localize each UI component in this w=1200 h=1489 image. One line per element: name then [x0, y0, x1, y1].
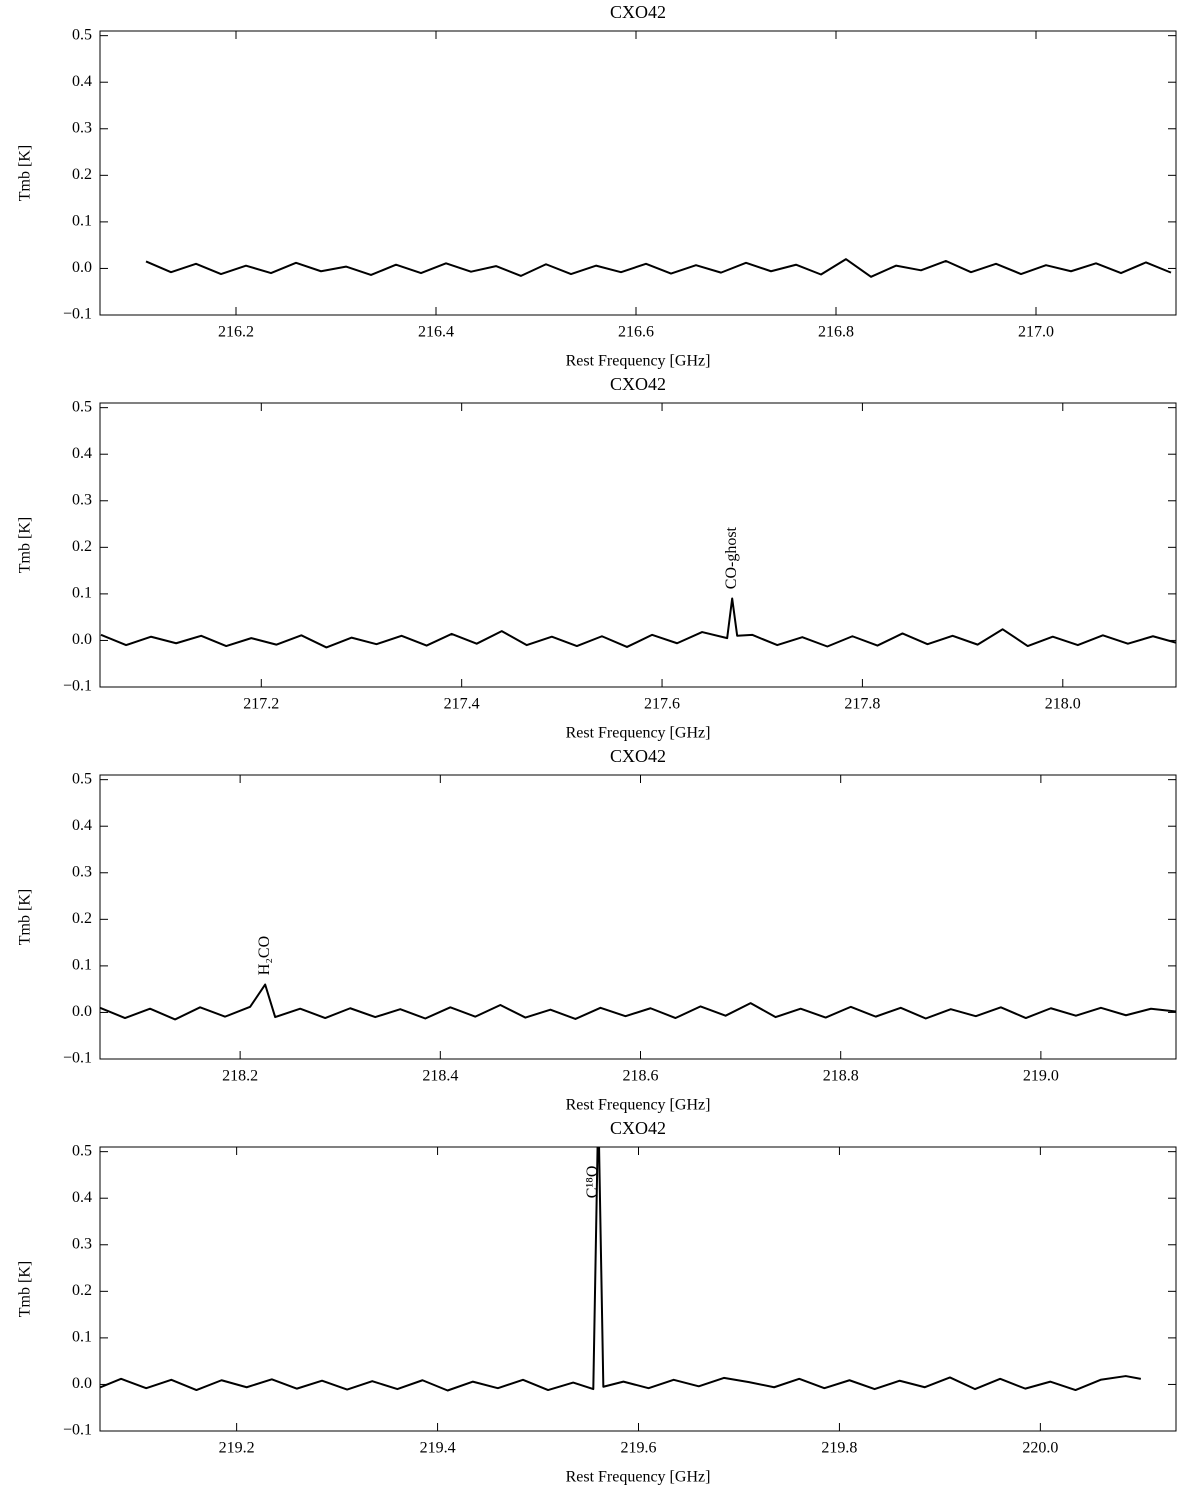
- x-tick-label: 219.0: [1023, 1068, 1059, 1085]
- panel: CXO42 Rest Frequency [GHz] Tmb [K] −0.1 0.0 0…: [17, 2, 1177, 370]
- x-tick-label: 216.2: [218, 324, 254, 341]
- plot-frame: [99, 30, 1177, 316]
- panel: CXO42 Rest Frequency [GHz] Tmb [K] −0.1 0.0 0…: [17, 746, 1177, 1114]
- panel-title: CXO42: [610, 746, 666, 766]
- y-tick-label: −0.1: [63, 678, 92, 695]
- panel: CXO42 Rest Frequency [GHz] Tmb [K] −0.1 0.0 0…: [17, 374, 1177, 742]
- x-tick-label: 217.6: [644, 696, 680, 713]
- x-tick-label: 219.4: [420, 1440, 456, 1457]
- y-tick-label: 0.0: [72, 259, 92, 276]
- y-tick-label: 0.5: [72, 26, 92, 43]
- y-axis-label: Tmb [K]: [17, 145, 34, 201]
- y-tick-label: 0.2: [72, 910, 92, 927]
- y-tick-label: −0.1: [63, 306, 92, 323]
- y-tick-label: 0.5: [72, 398, 92, 415]
- y-tick-label: 0.4: [72, 445, 92, 462]
- x-tick-label: 218.0: [1045, 696, 1081, 713]
- y-tick-label: 0.3: [72, 1235, 92, 1252]
- x-tick-label: 218.6: [623, 1068, 659, 1085]
- x-tick-label: 217.8: [844, 696, 880, 713]
- y-tick-label: 0.0: [72, 1375, 92, 1392]
- y-tick-label: 0.5: [72, 770, 92, 787]
- y-tick-label: 0.4: [72, 1189, 92, 1206]
- spectrum-line: [100, 983, 1176, 1021]
- x-axis-label: Rest Frequency [GHz]: [566, 1097, 711, 1114]
- y-tick-label: 0.2: [72, 1282, 92, 1299]
- x-axis-label: Rest Frequency [GHz]: [566, 353, 711, 370]
- x-tick-label: 216.4: [418, 324, 454, 341]
- y-tick-label: 0.1: [72, 957, 92, 974]
- x-tick-label: 219.6: [621, 1440, 657, 1457]
- plot-frame: [99, 402, 1177, 688]
- x-tick-label: 220.0: [1022, 1440, 1058, 1457]
- x-tick-label: 219.2: [219, 1440, 255, 1457]
- y-tick-label: 0.0: [72, 1003, 92, 1020]
- y-tick-label: 0.3: [72, 491, 92, 508]
- y-tick-label: 0.1: [72, 213, 92, 230]
- spectrum-line: [100, 1147, 1142, 1392]
- y-tick-label: 0.4: [72, 73, 92, 90]
- y-tick-label: 0.1: [72, 585, 92, 602]
- x-tick-label: 219.8: [821, 1440, 857, 1457]
- y-axis-label: Tmb [K]: [17, 1261, 34, 1317]
- y-tick-label: 0.0: [72, 631, 92, 648]
- y-tick-label: 0.1: [72, 1329, 92, 1346]
- x-tick-label: 217.2: [243, 696, 279, 713]
- spectrum-line: [100, 597, 1176, 649]
- x-tick-label: 218.2: [222, 1068, 258, 1085]
- x-axis-label: Rest Frequency [GHz]: [566, 1469, 711, 1486]
- y-axis-label: Tmb [K]: [17, 889, 34, 945]
- y-tick-label: −0.1: [63, 1422, 92, 1439]
- y-tick-label: 0.3: [72, 863, 92, 880]
- x-tick-label: 218.8: [823, 1068, 859, 1085]
- line-annotation: H₂CO: [256, 936, 273, 975]
- y-tick-label: 0.5: [72, 1142, 92, 1159]
- y-tick-label: 0.2: [72, 166, 92, 183]
- line-annotation: CO-ghost: [723, 526, 740, 589]
- plot-frame: [99, 1146, 1177, 1432]
- spectrum-line: [145, 258, 1172, 278]
- panel-title: CXO42: [610, 2, 666, 22]
- x-tick-label: 218.4: [422, 1068, 458, 1085]
- panel-title: CXO42: [610, 374, 666, 394]
- y-tick-label: 0.4: [72, 817, 92, 834]
- y-tick-label: 0.2: [72, 538, 92, 555]
- plot-frame: [99, 774, 1177, 1060]
- line-annotation: C¹⁸O: [584, 1166, 601, 1199]
- y-axis-label: Tmb [K]: [17, 517, 34, 573]
- x-axis-label: Rest Frequency [GHz]: [566, 725, 711, 742]
- panel: CXO42 Rest Frequency [GHz] Tmb [K] −0.1 0.0 0…: [17, 1118, 1177, 1486]
- x-tick-label: 217.4: [444, 696, 480, 713]
- y-tick-label: 0.3: [72, 119, 92, 136]
- x-tick-label: 216.6: [618, 324, 654, 341]
- panel-title: CXO42: [610, 1118, 666, 1138]
- x-tick-label: 216.8: [818, 324, 854, 341]
- x-tick-label: 217.0: [1018, 324, 1054, 341]
- y-tick-label: −0.1: [63, 1050, 92, 1067]
